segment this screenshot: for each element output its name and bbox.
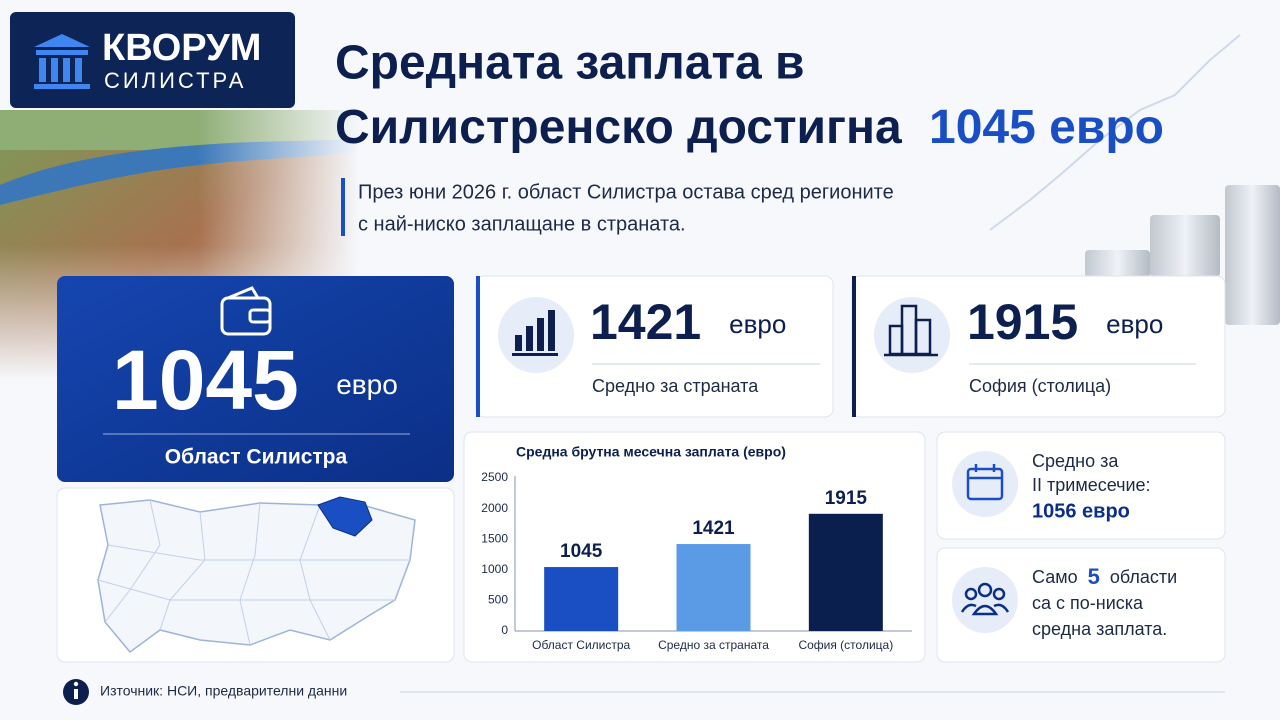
decor-coins	[989, 34, 1280, 325]
note-text: Средно за	[1032, 451, 1119, 471]
headline-text: Силистренско достигна	[335, 101, 902, 154]
y-tick-label: 2500	[481, 470, 508, 484]
accent-bar	[341, 178, 345, 236]
stat-number: 1915	[967, 294, 1078, 350]
bar	[808, 513, 883, 631]
main-value-unit: евро	[336, 369, 398, 400]
main-label: Област Силистра	[165, 446, 348, 469]
note-text: са с по-ниска	[1032, 593, 1144, 613]
y-tick-label: 0	[501, 623, 508, 637]
stat-number: 1421	[590, 294, 701, 350]
x-tick-label: Област Силистра	[532, 638, 630, 652]
stat-card: 1421 евро Средно за страната	[475, 275, 834, 418]
note-card: Само 5 области са с по-ниска средна запл…	[936, 547, 1226, 663]
x-tick-label: Средно за страната	[658, 638, 769, 652]
headline-highlight: 1045 евро	[929, 101, 1164, 154]
note-prefix: Само	[1032, 567, 1078, 587]
note-text: II тримесечие:	[1032, 475, 1151, 495]
subtitle: През юни 2026 г. област Силистра остава …	[358, 181, 894, 203]
stat-value: 1421 евро	[590, 294, 786, 350]
y-tick-label: 2000	[481, 501, 508, 515]
y-tick-label: 1000	[481, 562, 508, 576]
map-card	[56, 487, 455, 663]
bar	[544, 567, 619, 631]
source-text: Източник: НСИ, предварителни данни	[100, 683, 347, 699]
x-tick-label: София (столица)	[798, 638, 893, 652]
value-label: 1045	[560, 541, 603, 562]
subtitle: с най-ниско заплащане в страната.	[358, 213, 686, 235]
chart-card: Средна брутна месечна заплата (евро) 0 50…	[463, 431, 926, 663]
main-value: 1045 евро	[112, 333, 398, 427]
y-tick-label: 500	[488, 593, 508, 607]
headline: Силистренско достигна 1045 евро	[335, 101, 1164, 154]
main-card: 1045 евро Област Силистра	[57, 276, 454, 482]
stat-unit: евро	[1106, 309, 1163, 339]
note-card: Средно за II тримесечие: 1056 евро	[936, 431, 1226, 540]
source: Източник: НСИ, предварителни данни	[63, 679, 1225, 705]
stat-unit: евро	[729, 309, 786, 339]
chart-title: Средна брутна месечна заплата (евро)	[516, 444, 786, 460]
logo: КВОРУМ СИЛИСТРА	[10, 12, 295, 108]
logo-name: КВОРУМ	[102, 27, 261, 69]
stat-card: 1915 евро София (столица)	[851, 275, 1226, 418]
stat-value: 1915 евро	[967, 294, 1163, 350]
note-text: Само 5 области	[1032, 564, 1177, 589]
stat-label: София (столица)	[969, 376, 1111, 396]
note-highlight: 1056 евро	[1032, 500, 1130, 522]
main-value-number: 1045	[112, 333, 299, 427]
note-text: средна заплата.	[1032, 619, 1167, 639]
bar	[676, 544, 751, 631]
y-tick-label: 1500	[481, 531, 508, 545]
stat-label: Средно за страната	[592, 376, 759, 396]
value-label: 1915	[825, 488, 868, 509]
headline: Средната заплата в	[335, 37, 805, 90]
note-count: 5	[1088, 564, 1100, 589]
value-label: 1421	[692, 518, 735, 539]
note-suffix: области	[1110, 567, 1177, 587]
logo-city: СИЛИСТРА	[104, 68, 246, 93]
